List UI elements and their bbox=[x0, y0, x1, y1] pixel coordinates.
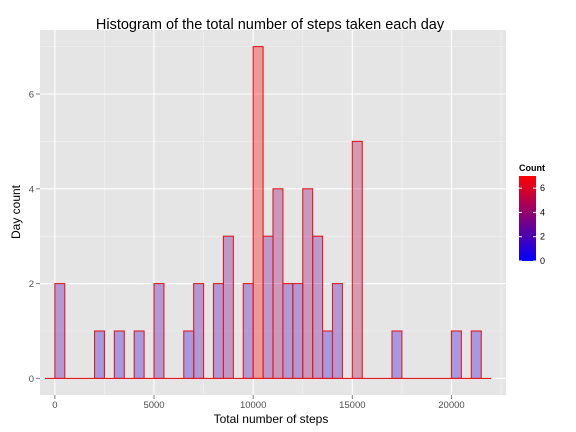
histogram-bar bbox=[54, 283, 66, 379]
bar-series bbox=[44, 46, 492, 379]
histogram-bar bbox=[322, 330, 334, 379]
histogram-bar bbox=[183, 330, 195, 379]
histogram-bar bbox=[292, 283, 304, 379]
legend-title: Count bbox=[519, 163, 545, 173]
histogram-bar bbox=[331, 283, 343, 379]
legend-label: 6 bbox=[540, 183, 545, 193]
histogram-bar bbox=[450, 330, 462, 379]
histogram-bar bbox=[113, 330, 125, 379]
legend-label: 4 bbox=[540, 207, 545, 217]
histogram-bar bbox=[262, 235, 274, 379]
legend-label: 0 bbox=[540, 256, 545, 266]
histogram-bar bbox=[212, 283, 224, 379]
x-axis-title: Total number of steps bbox=[214, 412, 329, 426]
histogram-bar bbox=[282, 283, 294, 379]
x-tick-label: 0 bbox=[52, 400, 57, 411]
y-tick-label: 2 bbox=[29, 279, 34, 290]
histogram-bar bbox=[222, 235, 234, 379]
y-axis-ticks: 0 2 4 6 bbox=[29, 89, 40, 385]
legend-ticks: 0 2 4 6 bbox=[519, 183, 545, 266]
histogram-bar bbox=[391, 330, 403, 379]
legend-label: 2 bbox=[540, 232, 545, 242]
histogram-bar bbox=[153, 283, 165, 379]
legend-colorbar bbox=[519, 176, 536, 261]
histogram-bar bbox=[351, 140, 363, 379]
x-tick-label: 10000 bbox=[240, 400, 266, 411]
chart-title: Histogram of the total number of steps t… bbox=[96, 17, 445, 33]
histogram-bar bbox=[312, 235, 324, 379]
y-axis-title: Day count bbox=[9, 184, 23, 239]
histogram-bar bbox=[242, 283, 254, 379]
y-tick-label: 6 bbox=[29, 89, 34, 100]
x-axis-ticks: 0 5000 10000 15000 20000 bbox=[52, 395, 465, 411]
x-tick-label: 15000 bbox=[339, 400, 365, 411]
y-tick-label: 0 bbox=[29, 374, 34, 385]
y-tick-label: 4 bbox=[29, 184, 34, 195]
color-legend: Count 0 2 4 6 bbox=[519, 163, 545, 266]
histogram-bar bbox=[193, 283, 205, 379]
histogram-bar bbox=[302, 188, 314, 379]
histogram-bar bbox=[272, 188, 284, 379]
histogram-bar bbox=[93, 330, 105, 379]
histogram-bar bbox=[252, 46, 264, 379]
histogram-bar bbox=[133, 330, 145, 379]
x-tick-label: 20000 bbox=[438, 400, 464, 411]
x-tick-label: 5000 bbox=[143, 400, 164, 411]
histogram-bar bbox=[470, 330, 482, 379]
